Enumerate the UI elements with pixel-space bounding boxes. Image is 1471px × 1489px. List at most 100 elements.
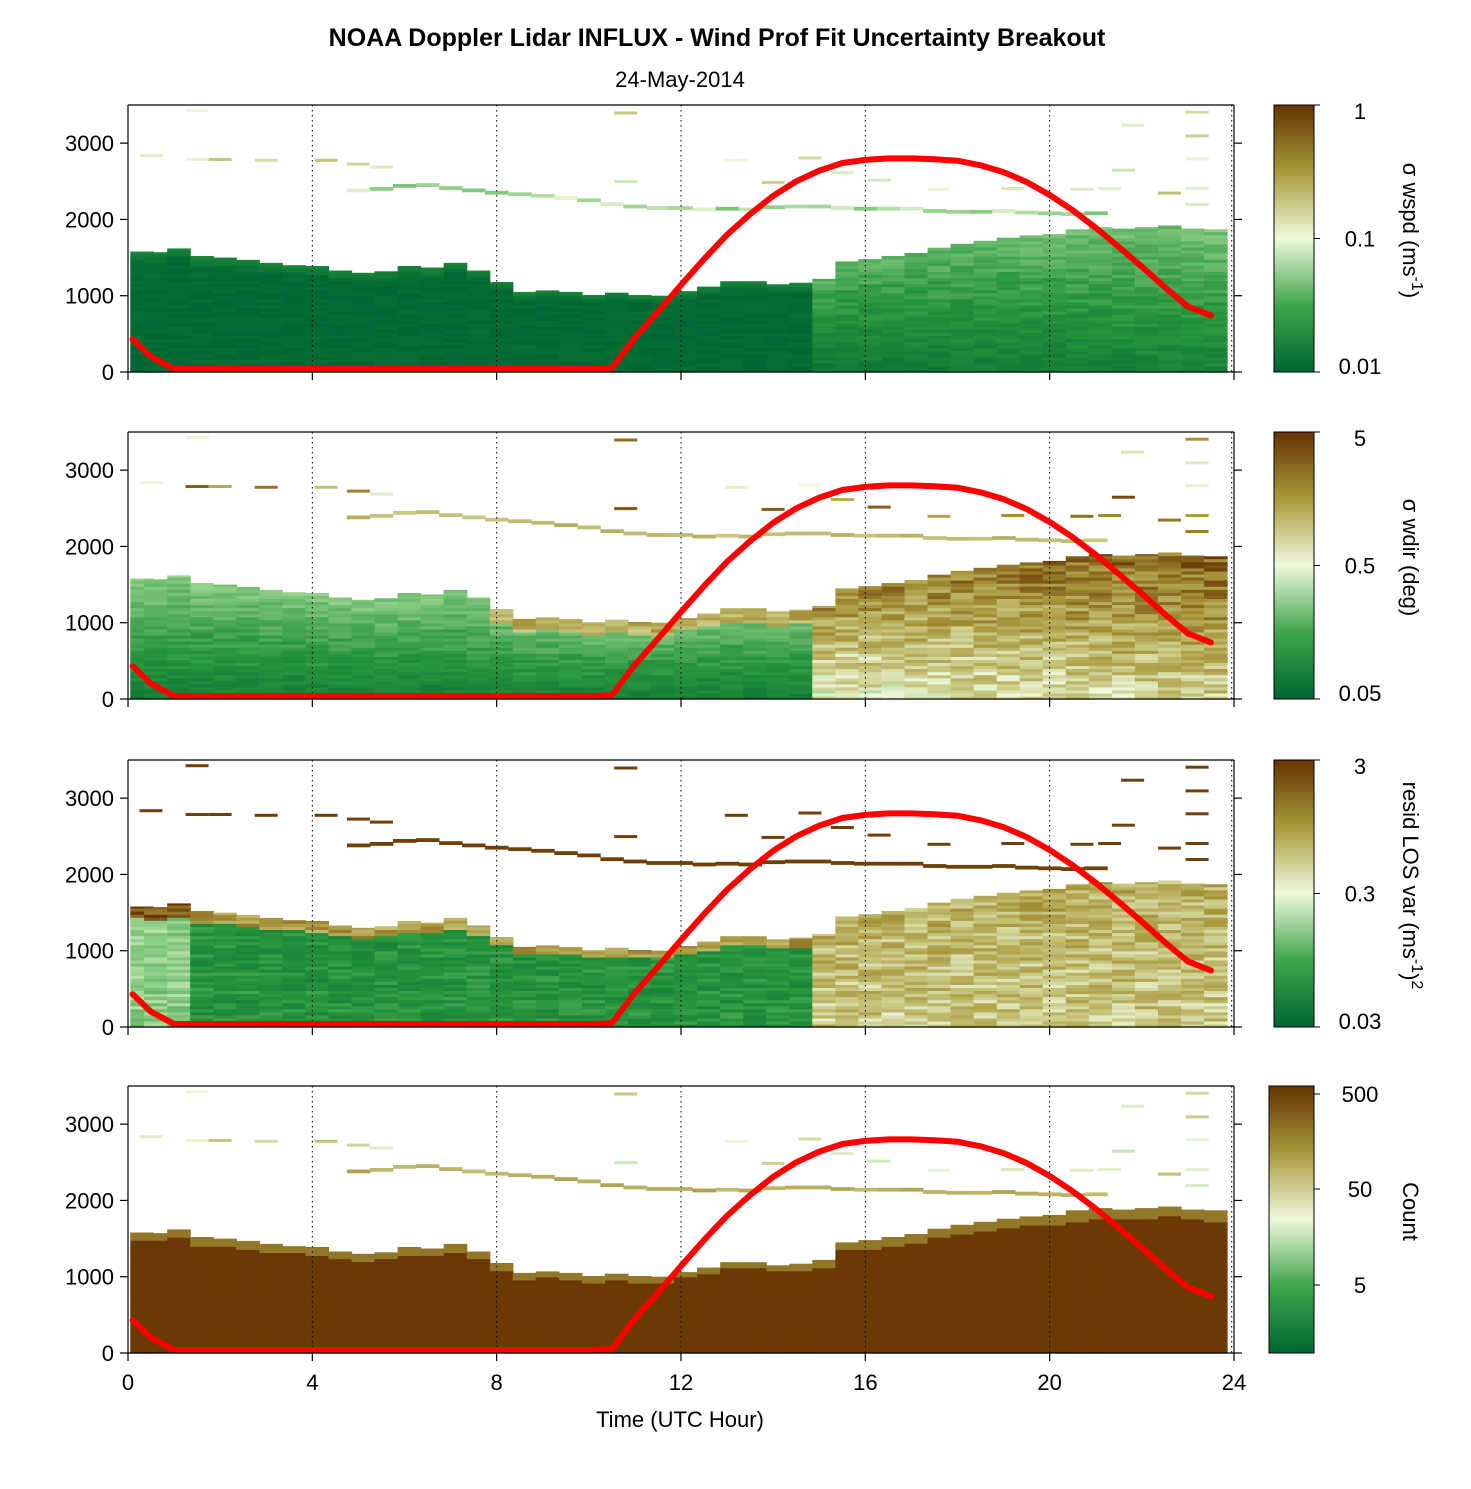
heatmap-cell [881,311,906,315]
heatmap-cell [328,999,353,1004]
heatmap-cell [1134,561,1159,566]
heatmap-cell [282,283,306,288]
heatmap-cell [766,689,790,694]
heatmap-cell [466,307,491,312]
heatmap-cell [720,956,744,961]
heatmap-cell [1204,647,1228,651]
heatmap-cell [1019,613,1044,618]
heatmap-cell [628,344,652,349]
heatmap-cell [766,292,790,297]
heatmap-cell [130,978,154,982]
heatmap-cell [167,941,191,946]
heatmap-cell [144,962,168,967]
heatmap-cell [628,962,652,967]
heatmap-cell [259,990,283,995]
heatmap-resid [130,764,1228,1028]
heatmap-cell [812,935,836,940]
heatmap-cell [374,638,399,642]
heatmap-cell [1181,353,1205,358]
heatmap-cell [351,686,376,691]
heatmap-cell [1204,634,1228,639]
heatmap-cell [374,680,399,685]
heatmap-cell [167,683,191,688]
heatmap-cell [144,265,168,269]
heatmap-cell [1181,265,1205,269]
heatmap-cell [858,969,882,973]
heatmap-cell [950,993,975,998]
heatmap-cell [581,347,606,352]
heatmap-cell [605,326,629,330]
heatmap-cell [213,347,237,352]
heatmap-cell [397,944,422,949]
heatmap-cell [996,353,1021,358]
heatmap-cell [351,335,376,340]
heatmap-cell [651,641,675,645]
heatmap-cell [858,641,882,645]
heatmap-cell [927,580,952,584]
heatmap-cell [130,607,154,612]
heatmap-cell [328,625,353,630]
heatmap-cell [190,320,214,324]
heatmap-cell [858,601,882,606]
heatmap-cell [973,987,998,991]
heatmap-cell [190,622,214,627]
heatmap-cell [167,668,191,673]
heatmap-cell [927,956,952,961]
heatmap-cell [259,996,283,1001]
heatmap-cell [1088,353,1113,358]
heatmap-cell [927,323,952,327]
heatmap-cell [904,692,929,697]
heatmap-cell [881,625,906,630]
heatmap-cell [1019,274,1044,279]
heatmap-cell [835,978,859,982]
heatmap-cell [558,644,583,648]
heatmap-cell [328,656,353,660]
heatmap-cell [651,335,675,340]
heatmap-cell [374,689,399,694]
heatmap-cell [443,631,468,636]
heatmap-cell [443,680,468,685]
heatmap-cell [130,1020,154,1025]
heatmap-cell [1204,268,1228,272]
heatmap-cell [130,362,154,367]
heatmap-cell [766,298,790,303]
heatmap-cell [927,326,952,330]
heatmap-cell [167,619,191,624]
heatmap-cell [605,1020,629,1025]
heatmap-cell [213,950,237,955]
heatmap-cell [674,326,698,330]
heatmap-cell [1111,671,1136,676]
heatmap-cell [881,622,906,627]
heatmap-cell [282,268,306,272]
heatmap-cell [628,638,652,642]
heatmap-cell [697,341,721,346]
heatmap-cell [835,619,859,624]
heatmap-cell [973,353,998,358]
upper-layer-cell [876,206,901,211]
heatmap-cell [789,665,813,670]
heatmap-cell [904,990,929,995]
heatmap-cell [236,601,260,606]
heatmap-cell [812,320,836,324]
heatmap-cell [558,625,583,630]
heatmap-cell [812,292,836,297]
heatmap-cell [789,981,813,985]
heatmap-cell [1134,301,1159,306]
heatmap-cell [1158,240,1182,245]
heatmap-cell [328,270,353,272]
heatmap-cell [1065,368,1090,373]
heatmap-cell [443,589,468,593]
heatmap-cell [973,307,998,312]
heatmap-cell [466,619,491,624]
upper-layer-cell [807,204,832,209]
heatmap-cell [1088,304,1113,309]
heatmap-cell [904,307,929,312]
heatmap-cell [1204,680,1228,685]
heatmap-cell [535,350,560,355]
heatmap-cell [1204,335,1228,340]
heatmap-cell [397,335,422,340]
heatmap-cell [305,289,329,294]
heatmap-cell [835,613,859,618]
heatmap-cell [282,307,306,312]
heatmap-cell [605,295,629,300]
